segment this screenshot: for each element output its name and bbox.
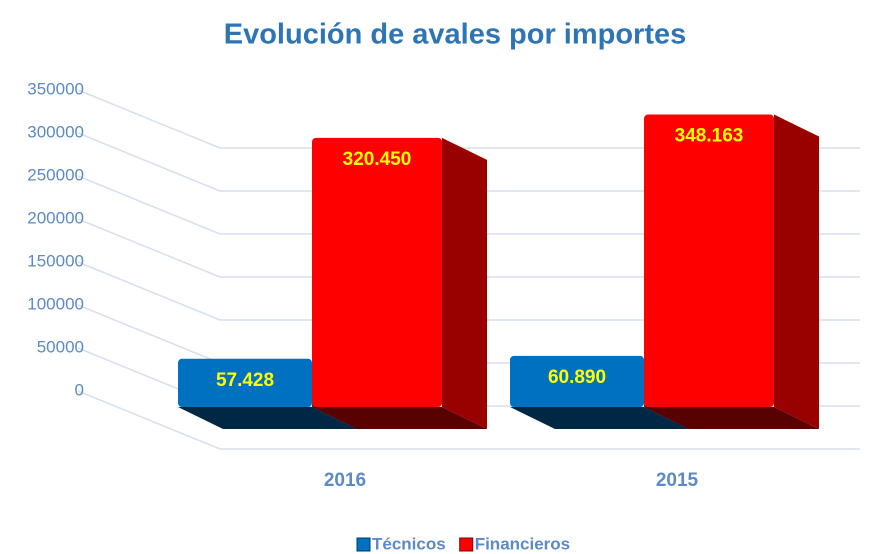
y-tick-label: 150000 xyxy=(27,251,84,270)
bar-bottom xyxy=(644,407,819,429)
bar xyxy=(312,137,487,429)
y-tick-label: 300000 xyxy=(27,122,84,141)
bar-side xyxy=(774,114,819,429)
x-tick-label: 2016 xyxy=(324,470,366,491)
legend-swatch xyxy=(459,537,474,552)
bar-front xyxy=(510,355,644,407)
legend-label: Técnicos xyxy=(372,534,446,553)
grid-line xyxy=(77,390,860,450)
x-tick-label: 2015 xyxy=(656,470,699,491)
bar xyxy=(644,114,819,429)
bar-front xyxy=(312,137,442,407)
chart-title: Evolución de avales por importes xyxy=(224,19,687,51)
bar-side xyxy=(442,137,487,429)
bar-bottom xyxy=(510,407,689,429)
y-tick-label: 0 xyxy=(75,380,84,399)
y-tick-label: 250000 xyxy=(27,165,84,184)
data-label: 57.428 xyxy=(216,370,274,391)
data-label: 348.163 xyxy=(675,126,744,147)
legend-swatch xyxy=(356,537,371,552)
y-tick-label: 50000 xyxy=(37,337,84,356)
bar-bottom xyxy=(312,407,487,429)
y-tick-label: 200000 xyxy=(27,208,84,227)
bar-bottom xyxy=(178,407,357,429)
y-tick-label: 100000 xyxy=(27,294,84,313)
data-label: 320.450 xyxy=(343,149,412,170)
bar-front xyxy=(178,358,312,407)
bar-front xyxy=(644,114,774,407)
data-label: 60.890 xyxy=(548,367,606,388)
legend-label: Financieros xyxy=(475,534,570,553)
y-tick-label: 350000 xyxy=(27,79,84,98)
